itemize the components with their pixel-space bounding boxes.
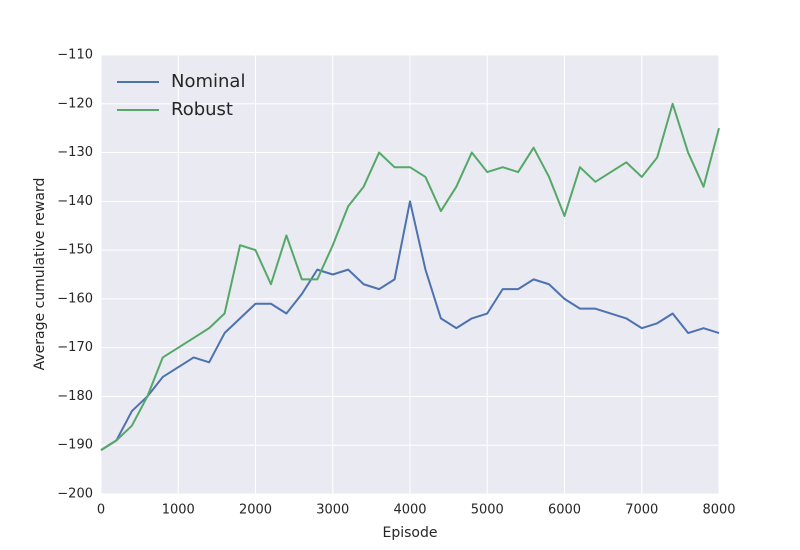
x-tick-label: 1000 <box>162 503 195 518</box>
y-tick-label: −120 <box>57 96 93 111</box>
x-tick-label: 0 <box>97 503 105 518</box>
legend-label: Robust <box>171 99 233 120</box>
y-tick-label: −150 <box>57 243 93 258</box>
x-tick-label: 4000 <box>393 503 426 518</box>
y-tick-label: −160 <box>57 291 93 306</box>
x-tick-label: 5000 <box>471 503 504 518</box>
x-tick-label: 6000 <box>548 503 581 518</box>
y-tick-label: −110 <box>57 48 93 63</box>
x-tick-label: 2000 <box>239 503 272 518</box>
y-tick-label: −130 <box>57 145 93 160</box>
y-tick-label: −170 <box>57 340 93 355</box>
y-tick-label: −140 <box>57 194 93 209</box>
y-tick-label: −190 <box>57 438 93 453</box>
x-axis-label: Episode <box>383 525 438 541</box>
y-axis-label: Average cumulative reward <box>32 178 48 371</box>
series-line <box>100 102 720 451</box>
y-tick-label: −180 <box>57 389 93 404</box>
x-tick-label: 8000 <box>702 503 735 518</box>
legend-label: Nominal <box>171 71 245 92</box>
x-tick-label: 3000 <box>316 503 349 518</box>
x-tick-label: 7000 <box>625 503 658 518</box>
y-tick-label: −200 <box>57 487 93 502</box>
series-line <box>100 200 720 451</box>
